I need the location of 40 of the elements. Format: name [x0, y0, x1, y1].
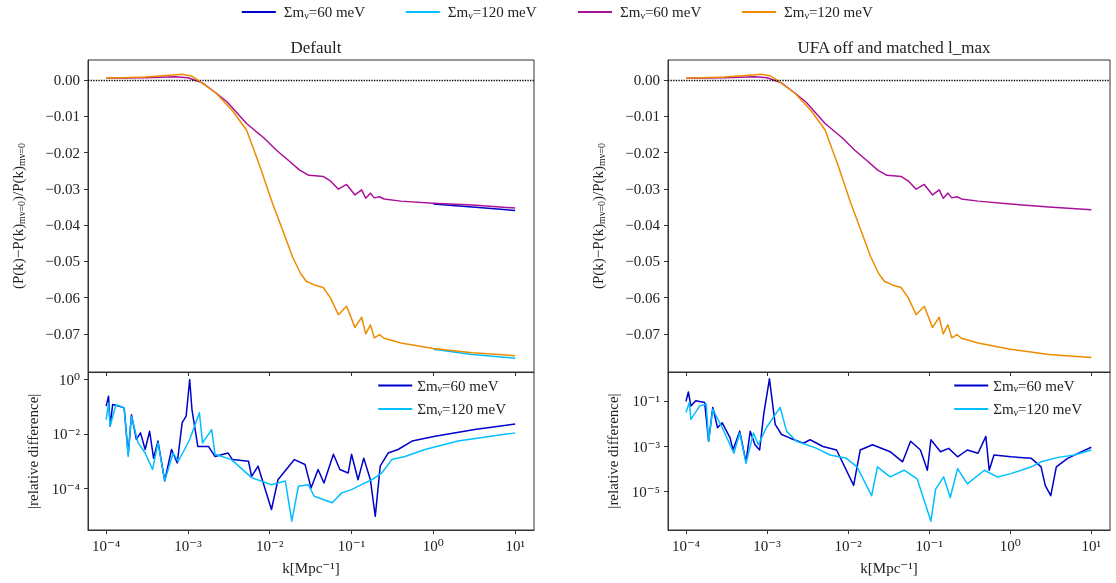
- y-axis-title: |relative difference|: [604, 393, 621, 509]
- chart-title: Default: [290, 38, 342, 57]
- y-tick-label: −0.04: [625, 217, 661, 234]
- x-tick-label: 10⁻⁴: [92, 537, 121, 554]
- x-axis-title: k[Mpc⁻¹]: [282, 559, 340, 576]
- y-tick-label: −0.07: [45, 325, 81, 342]
- x-tick-label: 10⁻¹: [915, 537, 943, 554]
- y-tick-label: 0.00: [53, 71, 80, 88]
- y-tick-label: −0.02: [625, 144, 660, 161]
- x-tick-label: 10⁰: [999, 537, 1021, 554]
- x-tick-label: 10⁻¹: [337, 537, 366, 554]
- x-tick-label: 10⁻²: [256, 537, 284, 554]
- y-tick-label: −0.02: [45, 144, 80, 161]
- chart-title: UFA off and matched l_max: [797, 38, 991, 57]
- x-tick-label: 10⁻³: [753, 537, 782, 554]
- y-tick-label: −0.06: [625, 289, 661, 306]
- y-tick-label: 10⁻³: [632, 438, 661, 455]
- y-tick-label: −0.04: [45, 217, 81, 234]
- x-tick-label: 10⁻²: [834, 537, 863, 554]
- x-tick-label: 10¹: [505, 537, 525, 554]
- y-tick-label: 10⁻¹: [632, 393, 660, 410]
- y-tick-label: −0.03: [45, 180, 80, 197]
- y-tick-label: −0.06: [45, 289, 81, 306]
- y-tick-label: −0.01: [45, 108, 80, 125]
- y-tick-label: −0.01: [625, 108, 660, 125]
- y-tick-label: 10⁰: [58, 371, 80, 388]
- y-tick-label: −0.03: [625, 180, 660, 197]
- y-axis-title: |relative difference|: [24, 393, 41, 509]
- y-tick-label: −0.05: [45, 253, 80, 270]
- x-tick-label: 10⁰: [422, 537, 444, 554]
- y-tick-label: 0.00: [633, 71, 660, 88]
- y-tick-label: 10⁻⁴: [51, 480, 80, 497]
- x-tick-label: 10⁻⁴: [671, 537, 701, 554]
- x-tick-label: 10⁻³: [174, 537, 203, 554]
- y-tick-label: −0.07: [625, 325, 661, 342]
- x-axis-title: k[Mpc⁻¹]: [860, 559, 918, 576]
- x-tick-label: 10¹: [1081, 537, 1102, 554]
- y-tick-label: 10⁻²: [52, 426, 81, 442]
- y-tick-label: 10⁻⁵: [631, 483, 660, 500]
- y-tick-label: −0.05: [625, 253, 660, 270]
